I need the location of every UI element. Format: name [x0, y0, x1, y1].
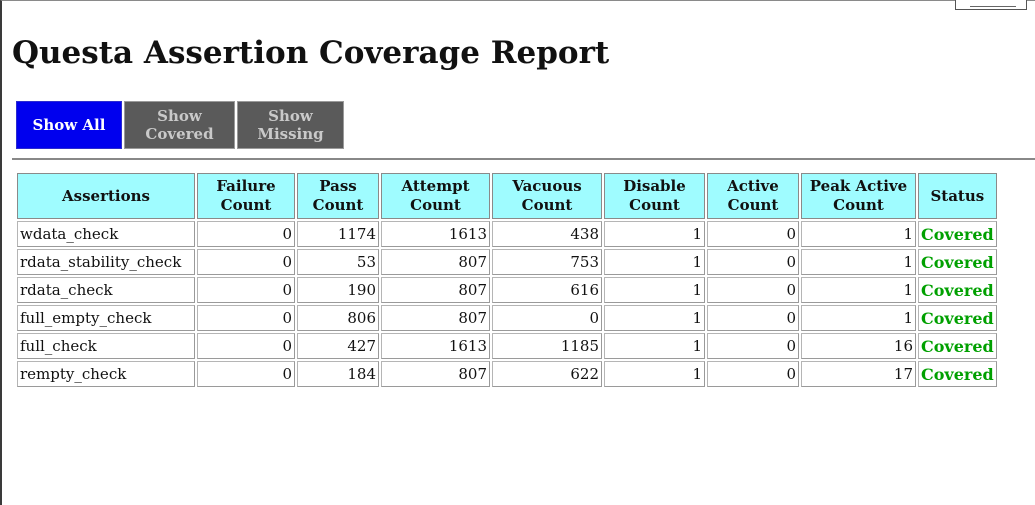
status-cell: Covered [918, 305, 997, 331]
vacuous-count-cell: 0 [492, 305, 602, 331]
assertion-name-cell: full_empty_check [17, 305, 195, 331]
show-missing-button[interactable]: Show Missing [237, 101, 344, 149]
column-header-disable-count: Disable Count [604, 173, 705, 219]
attempt-count-cell: 807 [381, 249, 490, 275]
active-count-cell: 0 [707, 361, 799, 387]
active-count-cell: 0 [707, 305, 799, 331]
disable-count-cell: 1 [604, 361, 705, 387]
table-row: rdata_stability_check 0 53 807 753 1 0 1 Covered [17, 249, 997, 275]
attempt-count-cell: 807 [381, 305, 490, 331]
table-row: rempty_check 0 184 807 622 1 0 17 Covered [17, 361, 997, 387]
status-cell: Covered [918, 249, 997, 275]
active-count-cell: 0 [707, 221, 799, 247]
failure-count-cell: 0 [197, 249, 295, 275]
pass-count-cell: 806 [297, 305, 379, 331]
failure-count-cell: 0 [197, 277, 295, 303]
failure-count-cell: 0 [197, 221, 295, 247]
disable-count-cell: 1 [604, 277, 705, 303]
assertion-name-cell: full_check [17, 333, 195, 359]
attempt-count-cell: 1613 [381, 221, 490, 247]
assertion-name-cell: rempty_check [17, 361, 195, 387]
status-cell: Covered [918, 333, 997, 359]
status-cell: Covered [918, 277, 997, 303]
peak-active-count-cell: 1 [801, 249, 916, 275]
filter-button-group: Show All Show Covered Show Missing [16, 101, 344, 149]
attempt-count-cell: 807 [381, 277, 490, 303]
assertion-name-cell: rdata_stability_check [17, 249, 195, 275]
peak-active-count-cell: 1 [801, 277, 916, 303]
disable-count-cell: 1 [604, 333, 705, 359]
pass-count-cell: 190 [297, 277, 379, 303]
table-header-row: Assertions Failure Count Pass Count Attempt… [17, 173, 997, 219]
horizontal-divider [12, 158, 1035, 160]
active-count-cell: 0 [707, 277, 799, 303]
attempt-count-cell: 807 [381, 361, 490, 387]
show-all-button[interactable]: Show All [16, 101, 122, 149]
failure-count-cell: 0 [197, 361, 295, 387]
vacuous-count-cell: 438 [492, 221, 602, 247]
assertion-coverage-table: Assertions Failure Count Pass Count Attempt… [15, 171, 999, 389]
status-cell: Covered [918, 221, 997, 247]
failure-count-cell: 0 [197, 333, 295, 359]
status-cell: Covered [918, 361, 997, 387]
failure-count-cell: 0 [197, 305, 295, 331]
table-row: full_check 0 427 1613 1185 1 0 16 Covered [17, 333, 997, 359]
show-covered-button[interactable]: Show Covered [124, 101, 235, 149]
vacuous-count-cell: 622 [492, 361, 602, 387]
disable-count-cell: 1 [604, 305, 705, 331]
column-header-assertions: Assertions [17, 173, 195, 219]
pass-count-cell: 184 [297, 361, 379, 387]
table-body: wdata_check 0 1174 1613 438 1 0 1 Covered rdata_s… [17, 221, 997, 387]
vacuous-count-cell: 1185 [492, 333, 602, 359]
disable-count-cell: 1 [604, 249, 705, 275]
peak-active-count-cell: 1 [801, 305, 916, 331]
assertion-name-cell: rdata_check [17, 277, 195, 303]
active-count-cell: 0 [707, 249, 799, 275]
table-row: wdata_check 0 1174 1613 438 1 0 1 Covered [17, 221, 997, 247]
column-header-peak-active-count: Peak Active Count [801, 173, 916, 219]
peak-active-count-cell: 17 [801, 361, 916, 387]
window-corner-widget [955, 0, 1027, 10]
column-header-failure-count: Failure Count [197, 173, 295, 219]
pass-count-cell: 1174 [297, 221, 379, 247]
disable-count-cell: 1 [604, 221, 705, 247]
active-count-cell: 0 [707, 333, 799, 359]
peak-active-count-cell: 1 [801, 221, 916, 247]
pass-count-cell: 427 [297, 333, 379, 359]
peak-active-count-cell: 16 [801, 333, 916, 359]
assertion-name-cell: wdata_check [17, 221, 195, 247]
table-row: full_empty_check 0 806 807 0 1 0 1 Covered [17, 305, 997, 331]
page-title: Questa Assertion Coverage Report [12, 35, 610, 71]
vacuous-count-cell: 616 [492, 277, 602, 303]
vacuous-count-cell: 753 [492, 249, 602, 275]
table-row: rdata_check 0 190 807 616 1 0 1 Covered [17, 277, 997, 303]
pass-count-cell: 53 [297, 249, 379, 275]
column-header-attempt-count: Attempt Count [381, 173, 490, 219]
column-header-vacuous-count: Vacuous Count [492, 173, 602, 219]
column-header-pass-count: Pass Count [297, 173, 379, 219]
column-header-status: Status [918, 173, 997, 219]
column-header-active-count: Active Count [707, 173, 799, 219]
attempt-count-cell: 1613 [381, 333, 490, 359]
